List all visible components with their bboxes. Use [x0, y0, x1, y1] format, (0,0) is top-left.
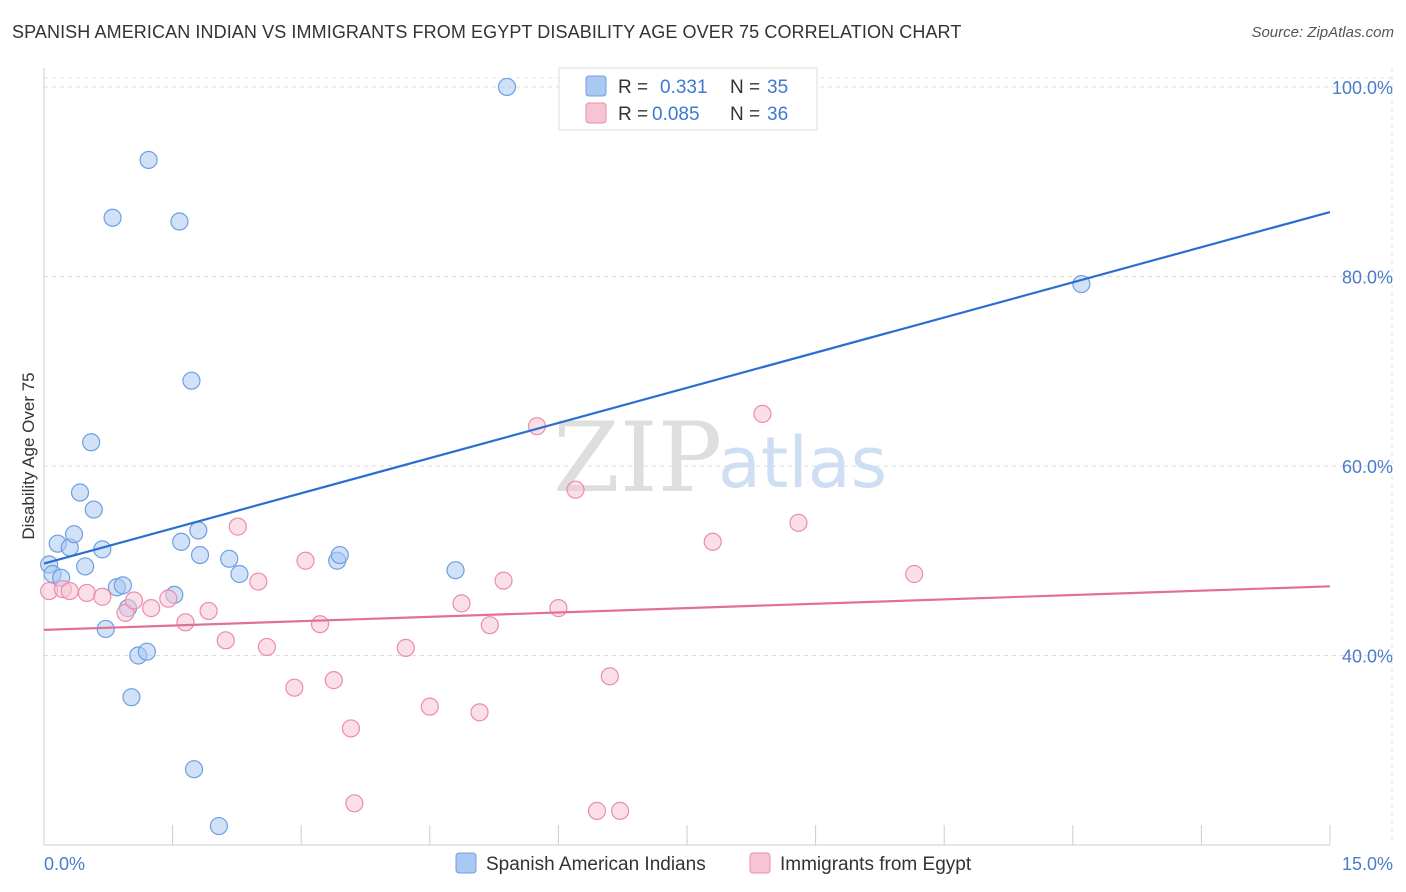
trend-lines — [43, 210, 1331, 632]
point-immigrants-from-egypt[interactable] — [199, 601, 218, 621]
stats-r-value-pink: 0.085 — [652, 104, 700, 125]
legend-swatch-immigrants-from-egypt[interactable] — [749, 852, 771, 874]
source-credit: Source: ZipAtlas.com — [1251, 24, 1394, 41]
point-spanish-american-indians[interactable] — [113, 576, 132, 595]
point-immigrants-from-egypt[interactable] — [480, 616, 499, 635]
point-immigrants-from-egypt[interactable] — [285, 678, 304, 697]
point-immigrants-from-egypt[interactable] — [216, 631, 235, 650]
chart-title: SPANISH AMERICAN INDIAN VS IMMIGRANTS FR… — [12, 22, 962, 42]
point-spanish-american-indians[interactable] — [330, 545, 349, 565]
legend-label-spanish-american-indians[interactable]: Spanish American Indians — [486, 854, 706, 875]
trend-line-immigrants-from-egypt — [43, 585, 1331, 632]
point-spanish-american-indians[interactable] — [220, 549, 239, 568]
stats-n-value-pink: 36 — [767, 104, 788, 125]
stats-box: R = 0.331 N = 35 R = 0.085 N = 36 — [558, 67, 818, 131]
stats-n-value-blue: 35 — [767, 77, 788, 98]
point-spanish-american-indians[interactable] — [137, 642, 156, 661]
point-spanish-american-indians[interactable] — [209, 816, 228, 836]
point-immigrants-from-egypt[interactable] — [93, 587, 112, 606]
point-immigrants-from-egypt[interactable] — [324, 671, 343, 690]
stats-n-label-pink: N = — [730, 104, 760, 125]
stats-swatch-pink — [585, 102, 607, 124]
point-spanish-american-indians[interactable] — [64, 525, 84, 544]
point-immigrants-from-egypt[interactable] — [396, 638, 415, 658]
point-immigrants-from-egypt[interactable] — [611, 801, 630, 820]
stats-swatch-blue — [585, 75, 607, 97]
point-spanish-american-indians[interactable] — [446, 561, 465, 580]
point-spanish-american-indians[interactable] — [170, 212, 189, 231]
point-immigrants-from-egypt[interactable] — [228, 517, 247, 536]
legend-label-immigrants-from-egypt[interactable]: Immigrants from Egypt — [780, 854, 972, 875]
point-immigrants-from-egypt[interactable] — [159, 589, 178, 608]
point-immigrants-from-egypt[interactable] — [341, 719, 361, 738]
legend: Spanish American Indians Immigrants from… — [455, 852, 972, 875]
point-immigrants-from-egypt[interactable] — [494, 571, 513, 590]
point-immigrants-from-egypt[interactable] — [257, 637, 277, 657]
stats-r-value-blue: 0.331 — [660, 77, 708, 98]
y-tick-labels: 40.0% 60.0% 80.0% 100.0% — [1332, 78, 1393, 667]
point-immigrants-from-egypt[interactable] — [142, 599, 161, 618]
point-spanish-american-indians[interactable] — [190, 545, 210, 565]
point-spanish-american-indians[interactable] — [182, 371, 201, 390]
y-axis-title: Disability Age Over 75 — [19, 372, 38, 539]
point-spanish-american-indians[interactable] — [189, 521, 208, 540]
point-immigrants-from-egypt[interactable] — [60, 581, 79, 601]
watermark: ZIP atlas — [553, 402, 887, 514]
x-tick-label: 15.0% — [1342, 854, 1393, 874]
point-spanish-american-indians[interactable] — [172, 532, 191, 551]
point-immigrants-from-egypt[interactable] — [452, 594, 471, 613]
point-spanish-american-indians[interactable] — [84, 500, 103, 519]
point-immigrants-from-egypt[interactable] — [587, 801, 607, 820]
point-immigrants-from-egypt[interactable] — [77, 583, 96, 603]
point-immigrants-from-egypt[interactable] — [600, 667, 619, 686]
point-spanish-american-indians[interactable] — [82, 433, 101, 452]
y-tick-label: 80.0% — [1342, 267, 1393, 287]
point-immigrants-from-egypt[interactable] — [124, 591, 144, 610]
point-immigrants-from-egypt[interactable] — [176, 613, 195, 632]
point-immigrants-from-egypt[interactable] — [905, 564, 924, 584]
x-tick-label: 0.0% — [44, 854, 85, 874]
y-tick-label: 60.0% — [1342, 457, 1393, 477]
point-spanish-american-indians[interactable] — [230, 564, 249, 584]
point-spanish-american-indians[interactable] — [122, 688, 141, 707]
point-immigrants-from-egypt[interactable] — [753, 404, 772, 423]
axes — [43, 68, 1331, 846]
point-spanish-american-indians[interactable] — [184, 760, 204, 779]
trend-line-spanish-american-indians — [43, 210, 1331, 565]
point-immigrants-from-egypt[interactable] — [566, 480, 585, 499]
watermark-atlas: atlas — [718, 422, 887, 504]
point-immigrants-from-egypt[interactable] — [789, 513, 808, 532]
point-immigrants-from-egypt[interactable] — [549, 599, 568, 618]
point-immigrants-from-egypt[interactable] — [116, 603, 135, 622]
point-immigrants-from-egypt[interactable] — [310, 615, 330, 634]
stats-r-label-pink: R = — [618, 104, 648, 125]
point-spanish-american-indians[interactable] — [76, 557, 95, 576]
point-immigrants-from-egypt[interactable] — [420, 697, 439, 716]
stats-n-label-blue: N = — [730, 77, 760, 98]
point-spanish-american-indians[interactable] — [70, 483, 90, 502]
point-spanish-american-indians[interactable] — [103, 208, 122, 227]
point-immigrants-from-egypt[interactable] — [345, 794, 364, 813]
point-immigrants-from-egypt[interactable] — [249, 572, 268, 591]
stats-r-label-blue: R = — [618, 77, 648, 98]
point-spanish-american-indians[interactable] — [497, 77, 517, 97]
y-tick-label: 100.0% — [1332, 78, 1393, 98]
gridlines — [44, 68, 1393, 845]
x-tick-labels: 0.0% 15.0% — [44, 854, 1393, 874]
y-tick-label: 40.0% — [1342, 646, 1393, 666]
point-spanish-american-indians[interactable] — [139, 150, 158, 170]
point-immigrants-from-egypt[interactable] — [703, 532, 722, 551]
point-immigrants-from-egypt[interactable] — [470, 703, 489, 722]
point-immigrants-from-egypt[interactable] — [296, 551, 315, 570]
legend-swatch-spanish-american-indians[interactable] — [455, 852, 477, 874]
